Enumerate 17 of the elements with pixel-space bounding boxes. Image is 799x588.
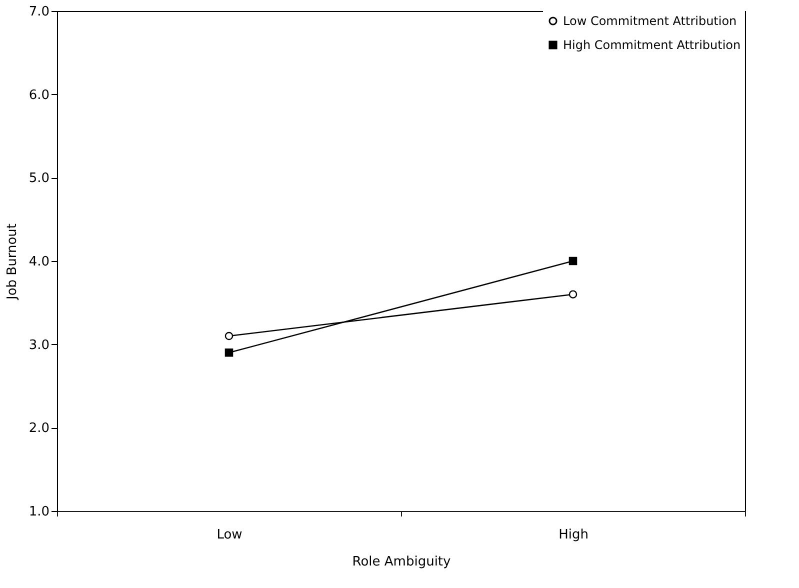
point (224, 332, 234, 340)
x-tick-label: High (558, 528, 588, 542)
y-tick-label: 1.0 (28, 504, 50, 520)
point (224, 348, 234, 357)
y-tick-label: 7.0 (28, 4, 50, 20)
y-axis-title: Job Burnout (4, 224, 20, 300)
y-tick-label: 4.0 (28, 254, 50, 270)
legend-label: High Commitment Attribution (563, 38, 741, 52)
y-tick-label: 2.0 (28, 421, 50, 436)
y-tick-label: 5.0 (28, 171, 50, 186)
x-axis-title: Role Ambiguity (352, 554, 452, 570)
x-tick-label: Low (216, 528, 243, 542)
y-tick-label: 3.0 (28, 338, 50, 353)
legend-label: Low Commitment Attribution (563, 14, 737, 28)
point (568, 256, 578, 266)
y-tick-label: 6.0 (28, 88, 50, 103)
point (568, 290, 578, 298)
